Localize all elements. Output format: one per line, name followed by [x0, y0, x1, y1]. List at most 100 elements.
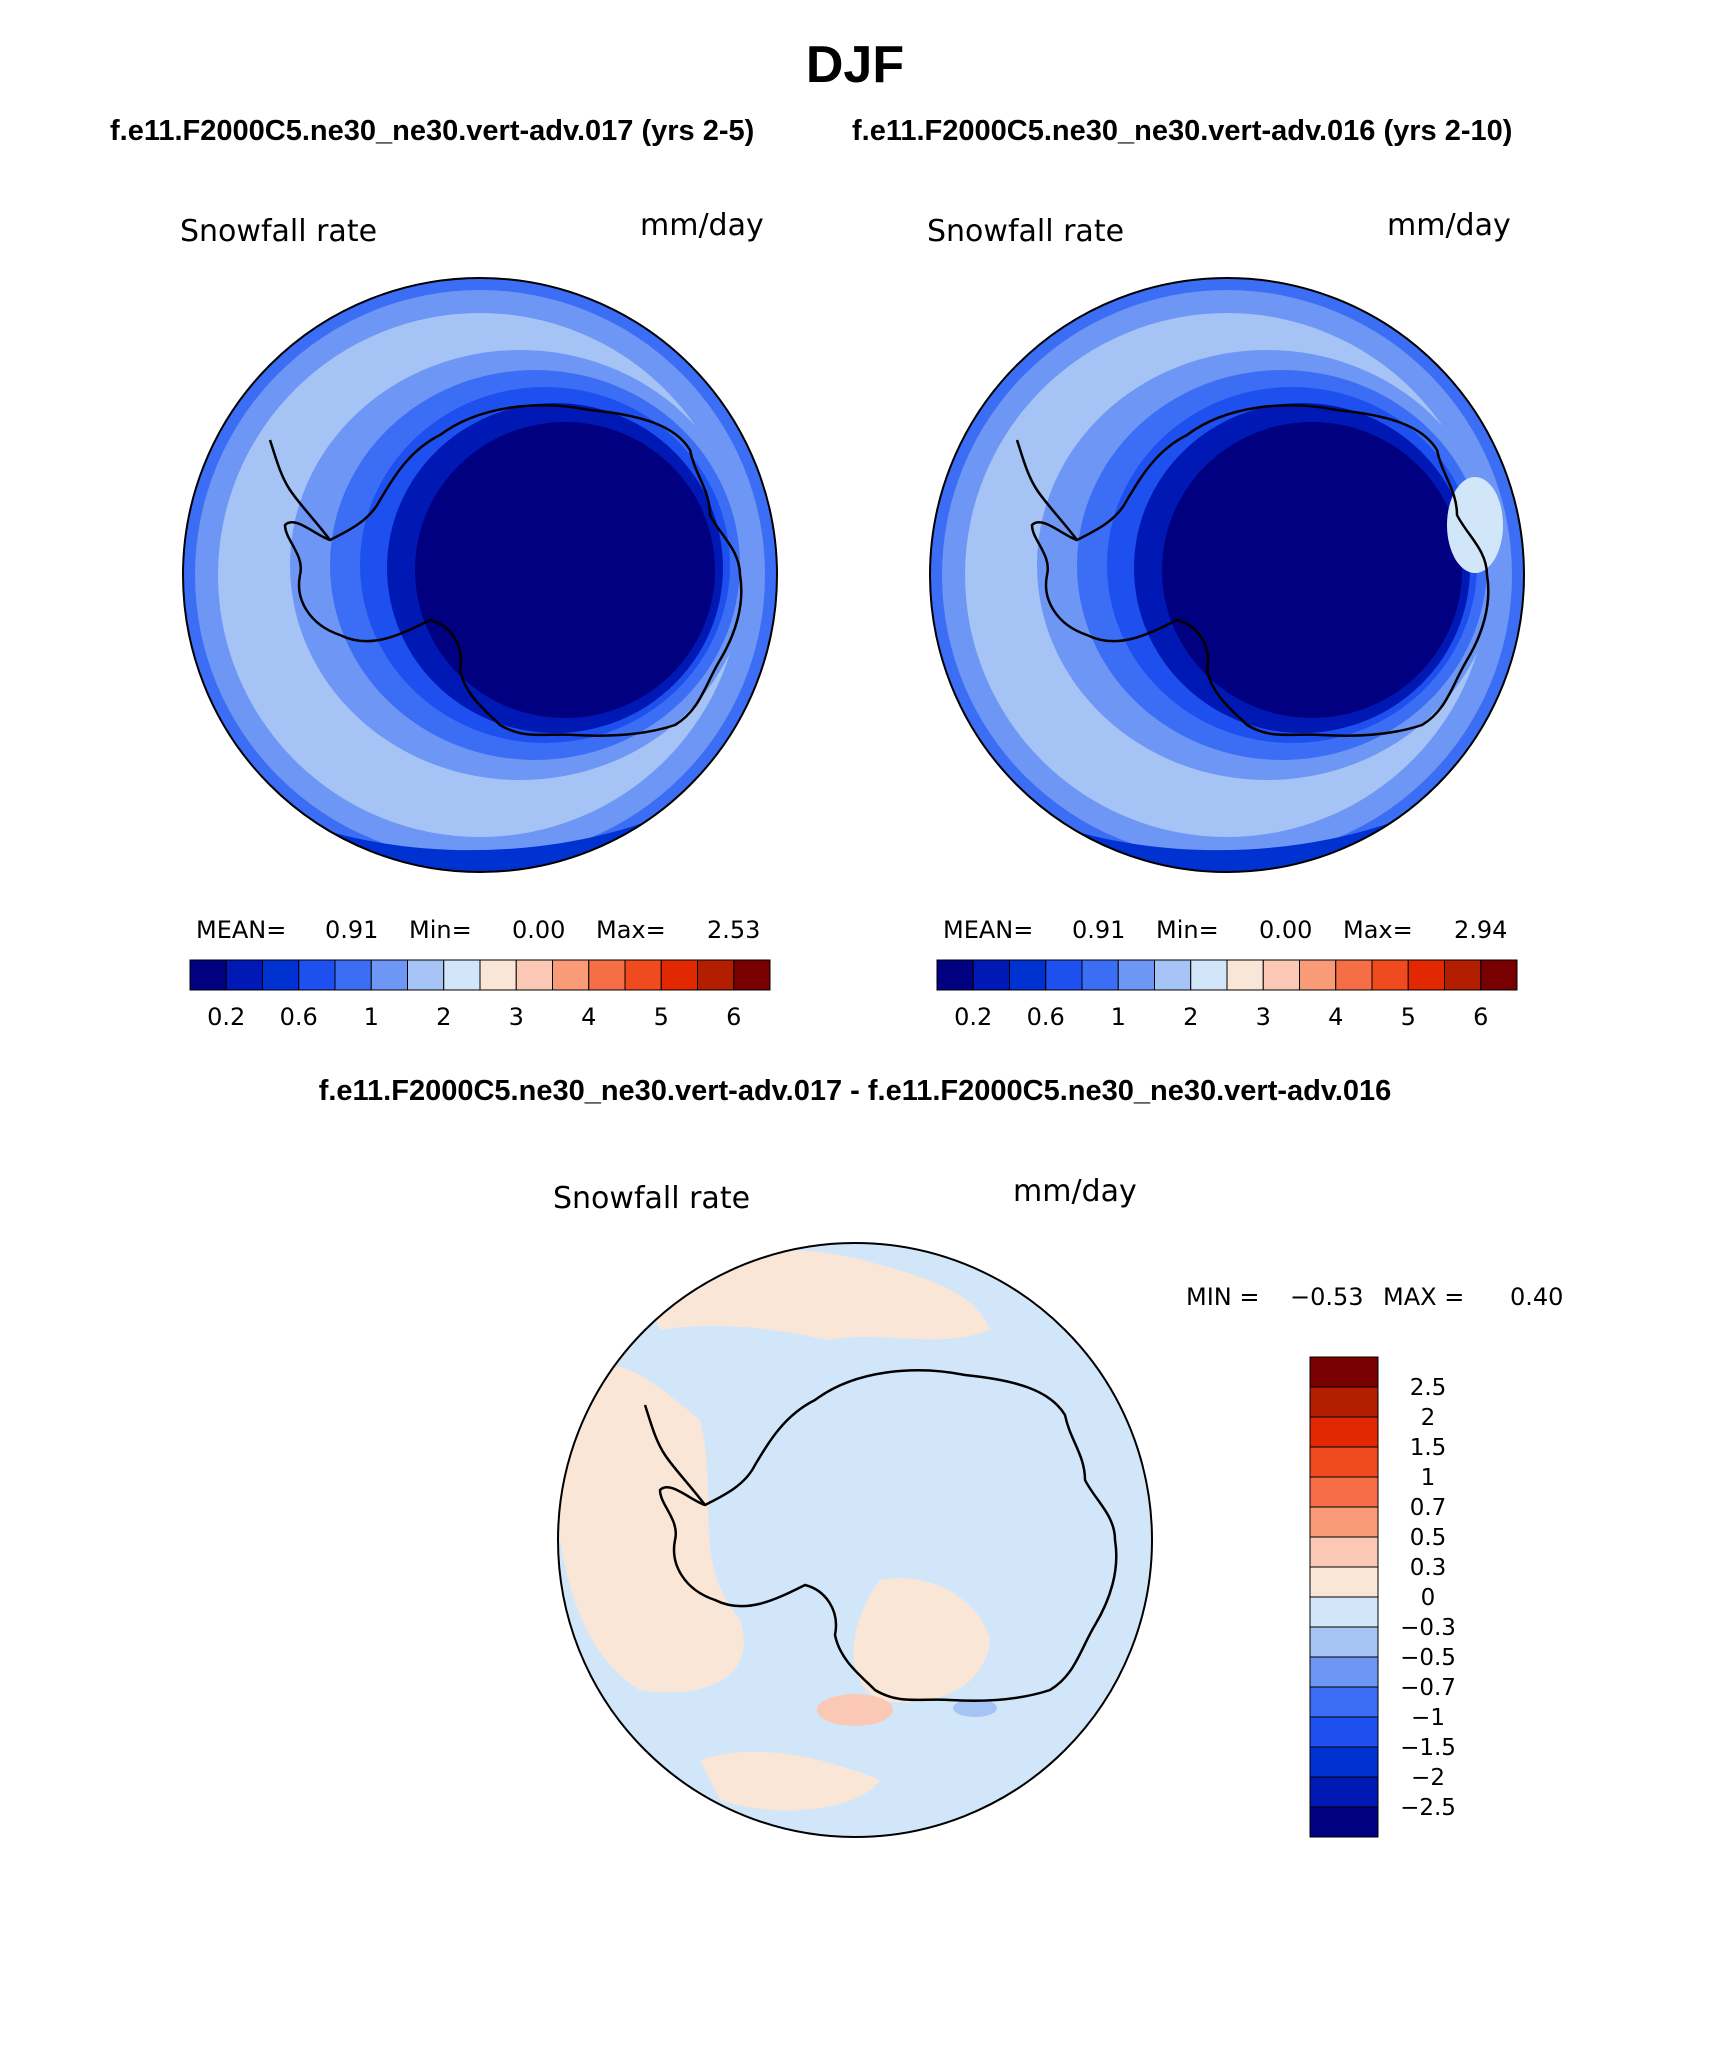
panel-a-colorbar-swatch-1 [225, 959, 263, 991]
diff-colorbar-swatch-4 [1309, 1476, 1379, 1508]
diff-colorbar-tick-label-1: 2 [1421, 1405, 1436, 1431]
diff-colorbar-swatch-12 [1309, 1716, 1379, 1748]
diff-colorbar-tick-label-9: −0.5 [1400, 1645, 1456, 1671]
panel-a-mean-value: 0.91 [325, 916, 378, 944]
panel-b-colorbar-tick-label-1: 0.6 [1027, 1003, 1065, 1031]
panel-b-light-patch [1447, 477, 1503, 573]
diff-colorbar-swatch-2 [1309, 1416, 1379, 1448]
diff-colorbar-swatch-6 [1309, 1536, 1379, 1568]
diff-field-min [953, 1699, 997, 1717]
panel-a-colorbar-swatch-11 [588, 959, 626, 991]
panel-b-max-value: 2.94 [1454, 916, 1507, 944]
diff-colorbar-swatch-13 [1309, 1746, 1379, 1778]
diff-colorbar-swatch-10 [1309, 1656, 1379, 1688]
panel-b-colorbar-swatch-5 [1117, 959, 1155, 991]
diff-map-border [557, 1242, 1153, 1838]
diff-colorbar-tick-label-4: 0.7 [1410, 1495, 1447, 1521]
panel-a-colorbar-swatch-10 [552, 959, 590, 991]
panel-a-colorbar: 0.2 0.6 1 2 3 4 5 6 [189, 959, 771, 1031]
diff-colorbar-tick-label-5: 0.5 [1410, 1525, 1447, 1551]
panel-b-colorbar-tick-label-6: 5 [1401, 1003, 1416, 1031]
panel-b-min-label: Min= [1156, 916, 1219, 944]
panel-a-field-low5 [415, 422, 715, 718]
panel-a-colorbar-swatch-7 [443, 959, 481, 991]
panel-a-colorbar-tick-label-4: 3 [509, 1003, 524, 1031]
diff-colorbar-tick-label-2: 1.5 [1410, 1435, 1447, 1461]
diff-colorbar-tick-label-7: 0 [1421, 1585, 1436, 1611]
panel-a-colorbar-tick-label-1: 0.6 [280, 1003, 318, 1031]
panel-b-colorbar-swatch-15 [1480, 959, 1518, 991]
panel-b-colorbar-tick-label-0: 0.2 [954, 1003, 992, 1031]
panel-a-colorbar-swatch-8 [479, 959, 517, 991]
panel-b-max-label: Max= [1343, 916, 1413, 944]
diff-variable: Snowfall rate [553, 1181, 750, 1216]
panel-a-colorbar-tick-label-3: 2 [436, 1003, 451, 1031]
panel-b-field-low5 [1162, 422, 1462, 718]
panel-a-map [183, 278, 777, 872]
diff-colorbar-tick-label-14: −2.5 [1400, 1795, 1456, 1821]
panel-a-units: mm/day [640, 208, 764, 243]
diff-colorbar-swatch-1 [1309, 1386, 1379, 1418]
diff-min-label: MIN = [1186, 1283, 1259, 1311]
panel-b-colorbar-tick-label-7: 6 [1473, 1003, 1488, 1031]
panel-b-colorbar-swatch-0 [936, 959, 974, 991]
panel-a-map-border [182, 277, 778, 873]
diff-colorbar-swatch-8 [1309, 1596, 1379, 1628]
panel-a-mean-label: MEAN= [196, 916, 286, 944]
panel-b-colorbar-swatch-1 [972, 959, 1010, 991]
panel-b-map [930, 278, 1524, 872]
panel-a-colorbar-swatch-14 [697, 959, 735, 991]
panel-a-colorbar-swatch-0 [189, 959, 227, 991]
diff-colorbar-swatch-3 [1309, 1446, 1379, 1478]
panel-b-colorbar-swatch-4 [1081, 959, 1119, 991]
diff-colorbar-swatch-14 [1309, 1776, 1379, 1808]
panel-a-colorbar-tick-label-2: 1 [364, 1003, 379, 1031]
panel-b-colorbar-swatch-12 [1371, 959, 1409, 991]
panel-b-colorbar-swatch-9 [1262, 959, 1300, 991]
diff-colorbar-swatch-5 [1309, 1506, 1379, 1538]
diff-field-max [817, 1694, 893, 1726]
panel-a-colorbar-swatch-2 [262, 959, 300, 991]
panel-b-colorbar-swatch-11 [1335, 959, 1373, 991]
panel-b-colorbar-swatch-10 [1299, 959, 1337, 991]
panel-a-colorbar-swatch-13 [660, 959, 698, 991]
panel-b-variable: Snowfall rate [927, 214, 1124, 249]
diff-units: mm/day [1013, 1174, 1137, 1209]
panel-b-units: mm/day [1387, 208, 1511, 243]
diff-colorbar-tick-label-13: −2 [1411, 1765, 1445, 1791]
diff-colorbar-swatch-9 [1309, 1626, 1379, 1658]
panel-a-colorbar-tick-label-6: 5 [654, 1003, 669, 1031]
diff-max-label: MAX = [1383, 1283, 1464, 1311]
diff-colorbar-tick-label-3: 1 [1421, 1465, 1436, 1491]
panel-a-colorbar-swatch-9 [515, 959, 553, 991]
panel-b-min-value: 0.00 [1259, 916, 1312, 944]
diff-colorbar-swatch-7 [1309, 1566, 1379, 1598]
panel-a-colorbar-swatch-5 [370, 959, 408, 991]
diff-colorbar-tick-label-12: −1.5 [1400, 1735, 1456, 1761]
diff-colorbar: 2.5 2 1.5 1 0.7 0.5 0.3 0 −0.3 −0.5 −0.7 −1 −1.5 −2 −2… [1309, 1356, 1456, 1838]
panel-b-mean-label: MEAN= [943, 916, 1033, 944]
panel-b-map-border [929, 277, 1525, 873]
panel-b-colorbar-tick-label-2: 1 [1111, 1003, 1126, 1031]
diff-field-base [558, 1243, 1152, 1837]
diff-colorbar-swatch-11 [1309, 1686, 1379, 1718]
panel-b-colorbar-swatch-8 [1226, 959, 1264, 991]
panel-b-colorbar: 0.2 0.6 1 2 3 4 5 6 [936, 959, 1518, 1031]
diff-colorbar-swatch-0 [1309, 1356, 1379, 1388]
page-title: DJF [806, 36, 904, 94]
diff-map [558, 1243, 1152, 1837]
diff-colorbar-tick-label-11: −1 [1411, 1705, 1445, 1731]
panel-a-colorbar-tick-label-5: 4 [581, 1003, 596, 1031]
diff-max-value: 0.40 [1510, 1283, 1563, 1311]
panel-b-mean-value: 0.91 [1072, 916, 1125, 944]
diff-title: f.e11.F2000C5.ne30_ne30.vert-adv.017 - f… [319, 1075, 1392, 1107]
panel-a-case-title: f.e11.F2000C5.ne30_ne30.vert-adv.017 (yr… [110, 115, 754, 147]
diff-colorbar-tick-label-8: −0.3 [1400, 1615, 1456, 1641]
panel-a-colorbar-swatch-15 [733, 959, 771, 991]
diff-field-pos-south [700, 1751, 880, 1811]
panel-b-colorbar-swatch-3 [1045, 959, 1083, 991]
panel-b-colorbar-swatch-14 [1444, 959, 1482, 991]
diff-field-pos-center [853, 1578, 990, 1703]
panel-a-max-value: 2.53 [707, 916, 760, 944]
panel-b-case-title: f.e11.F2000C5.ne30_ne30.vert-adv.016 (yr… [852, 115, 1512, 147]
